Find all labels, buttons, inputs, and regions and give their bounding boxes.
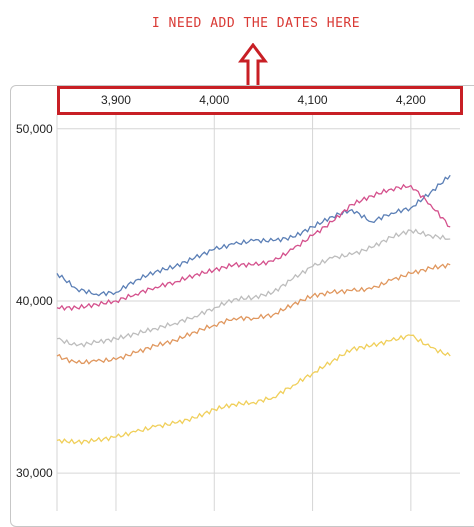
x-tick-label: 4,000 (199, 93, 230, 107)
y-tick-label: 30,000 (16, 466, 53, 481)
series-line-5 (56, 334, 451, 446)
series-line-3 (56, 228, 451, 348)
y-tick-label: 40,000 (16, 293, 53, 308)
series-line-4 (56, 262, 451, 365)
annotation-text: I NEED ADD THE DATES HERE (151, 16, 361, 31)
x-tick-label: 4,100 (297, 93, 328, 107)
line-chart (56, 115, 460, 511)
series-line-2 (56, 183, 451, 312)
x-axis-highlight-box (57, 86, 463, 115)
series-line-1 (56, 174, 451, 297)
x-tick-label: 4,200 (395, 93, 426, 107)
x-tick-label: 3,900 (100, 93, 131, 107)
y-tick-label: 50,000 (16, 121, 53, 136)
